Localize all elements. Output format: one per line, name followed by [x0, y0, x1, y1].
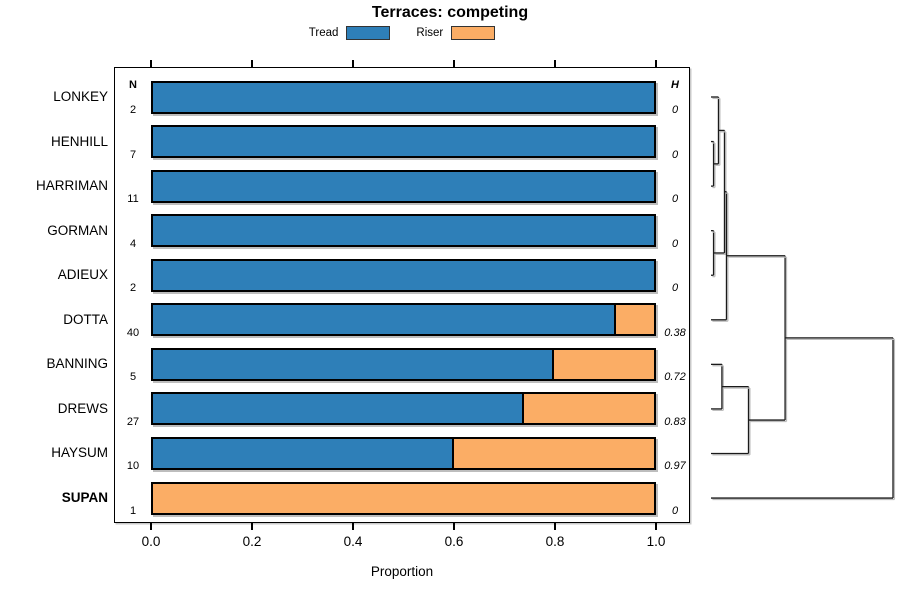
legend-swatch: [451, 26, 496, 40]
legend-swatch: [346, 26, 391, 40]
h-value: 0.72: [664, 371, 686, 384]
bar-tread-segment: [153, 438, 454, 468]
n-value: 5: [129, 371, 137, 384]
chart-title: Terraces: competing: [371, 4, 529, 21]
bar: [151, 303, 656, 337]
legend-item: Riser: [416, 26, 496, 40]
x-tick-bottom: [554, 523, 556, 530]
row-label: LONKEY: [53, 89, 108, 104]
n-value: 10: [126, 460, 140, 473]
n-value: 27: [126, 415, 140, 428]
legend-label: Riser: [416, 27, 444, 39]
h-value: 0: [671, 282, 679, 295]
n-value: 1: [129, 505, 137, 518]
row-label: DOTTA: [63, 311, 108, 327]
bar: [151, 80, 656, 114]
n-value: 4: [129, 237, 137, 250]
x-tick-bottom: [655, 523, 657, 530]
x-tick-label: 0.6: [444, 534, 464, 549]
x-tick-top: [352, 60, 354, 67]
x-tick-label: 0.0: [141, 534, 161, 549]
h-value: 0.97: [664, 460, 686, 473]
row-label: HENHILL: [50, 133, 108, 149]
bar: [151, 169, 656, 203]
n-value: 7: [129, 148, 137, 161]
row-label: ADIEUX: [57, 267, 108, 283]
bar: [151, 392, 656, 426]
row-label: HAYSUM: [51, 445, 108, 461]
row-label: DREWS: [57, 400, 108, 416]
bar: [151, 347, 656, 381]
row-label: HARRIMAN: [35, 178, 108, 194]
bar: [151, 214, 656, 248]
dendrogram: [711, 96, 896, 501]
row-label: BANNING: [46, 356, 108, 372]
x-tick-label: 1.0: [646, 534, 666, 549]
x-tick-label: 0.2: [242, 534, 262, 549]
n-value: 2: [129, 104, 137, 116]
x-tick-top: [554, 60, 556, 67]
bar: [151, 481, 656, 515]
bar: [151, 125, 656, 159]
h-value: 0: [671, 148, 679, 161]
h-value: 0: [671, 193, 679, 206]
x-tick-top: [251, 60, 253, 67]
x-tick-bottom: [352, 523, 354, 530]
h-value: 0.38: [664, 326, 686, 339]
n-value: 11: [127, 193, 139, 206]
h-value: 0: [671, 237, 679, 250]
legend-label: Tread: [308, 27, 339, 39]
row-label: GORMAN: [47, 222, 108, 238]
x-tick-bottom: [251, 523, 253, 530]
bar-tread-segment: [153, 394, 525, 424]
bar: [151, 436, 656, 470]
n-value: 2: [129, 282, 137, 295]
bar-tread-segment: [153, 305, 617, 335]
x-tick-top: [453, 60, 455, 67]
row-label: SUPAN: [61, 490, 108, 506]
legend: Tread Riser: [114, 24, 690, 42]
n-value: 40: [126, 326, 140, 339]
h-value: 0: [671, 505, 679, 518]
x-tick-label: 0.4: [343, 534, 363, 549]
x-axis-label: Proportion: [370, 564, 434, 579]
bar: [151, 258, 656, 292]
x-tick-top: [655, 60, 657, 67]
x-tick-label: 0.8: [545, 534, 565, 549]
bar-tread-segment: [153, 349, 554, 379]
h-value: 0.83: [664, 415, 686, 428]
x-tick-top: [150, 60, 152, 67]
plot-box: [114, 67, 690, 523]
h-column-header: H: [671, 79, 679, 91]
n-column-header: N: [129, 79, 137, 91]
legend-item: Tread: [309, 26, 391, 40]
x-tick-bottom: [453, 523, 455, 530]
x-tick-bottom: [150, 523, 152, 530]
h-value: 0: [671, 104, 679, 116]
